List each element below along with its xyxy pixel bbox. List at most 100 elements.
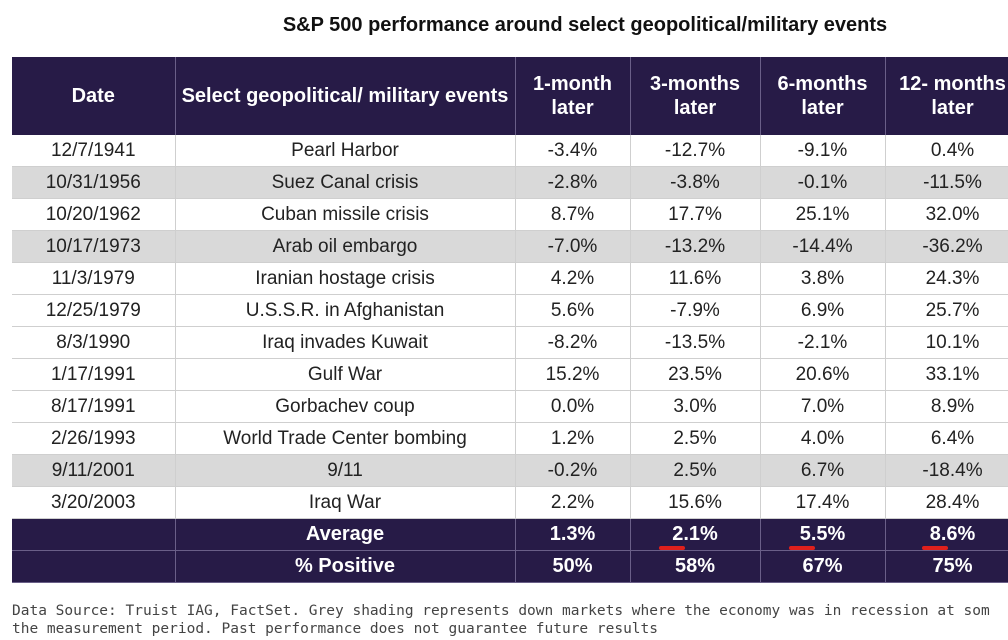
header-cell: 6-months later [760,57,886,135]
cell: -0.1% [760,166,886,199]
red-underline [788,546,815,550]
footer-cell: 5.5% [760,518,886,551]
cell: 15.6% [630,486,761,519]
cell: -36.2% [885,230,1008,263]
cell: 0.0% [515,390,631,423]
footer-text: Average [305,523,385,545]
cell: 33.1% [885,358,1008,391]
row: 9/11/2001 9/11 -0.2% 2.5% 6.7% -18.4% [12,454,1008,487]
cell: 4.0% [760,422,886,455]
row: 12/25/1979 U.S.S.R. in Afghanistan 5.6% -7.… [12,294,1008,327]
cell: 11/3/1979 [12,262,176,295]
cell: -7.0% [515,230,631,263]
cell: Suez Canal crisis [175,166,516,199]
cell: 8/17/1991 [12,390,176,423]
header-row: Date Select geopolitical/ military events… [12,57,1008,135]
cell: Cuban missile crisis [175,198,516,231]
cell: -9.1% [760,135,886,167]
red-underline [921,546,948,550]
cell: 2.2% [515,486,631,519]
footer-cell: 58% [630,550,761,583]
cell: Pearl Harbor [175,135,516,167]
row: 3/20/2003 Iraq War 2.2% 15.6% 17.4% 28.4% [12,486,1008,519]
cell: -11.5% [885,166,1008,199]
cell: -0.2% [515,454,631,487]
footer-cell: Average [175,518,516,551]
footer-row: % Positive 50% 58% 67% 75% [12,550,1008,583]
cell: Gulf War [175,358,516,391]
cell: -13.2% [630,230,761,263]
cell: 6.9% [760,294,886,327]
row: 10/31/1956 Suez Canal crisis -2.8% -3.8% -0.… [12,166,1008,199]
cell [12,550,176,583]
footer-text: 67% [802,555,843,577]
footer-text: 75% [932,555,973,577]
cell: World Trade Center bombing [175,422,516,455]
cell: -3.4% [515,135,631,167]
row: 10/20/1962 Cuban missile crisis 8.7% 17.7% 2… [12,198,1008,231]
table: Date Select geopolitical/ military events… [12,57,1008,583]
cell: 15.2% [515,358,631,391]
cell: 25.7% [885,294,1008,327]
row: 8/3/1990 Iraq invades Kuwait -8.2% -13.5% -2… [12,326,1008,359]
cell: 9/11 [175,454,516,487]
footer-cell: 8.6% [885,518,1008,551]
footer-cell: 67% [760,550,886,583]
cell: Gorbachev coup [175,390,516,423]
cell: 2.5% [630,454,761,487]
cell: 12/25/1979 [12,294,176,327]
header-cell: Select geopolitical/ military events [175,57,516,135]
cell: -8.2% [515,326,631,359]
cell: 3.0% [630,390,761,423]
cell: 7.0% [760,390,886,423]
cell: 2.5% [630,422,761,455]
cell: 9/11/2001 [12,454,176,487]
footer-text: 5.5% [799,523,846,545]
cell: -18.4% [885,454,1008,487]
cell: 5.6% [515,294,631,327]
row: 10/17/1973 Arab oil embargo -7.0% -13.2% -14… [12,230,1008,263]
footer-text: 50% [552,555,593,577]
cell: Iranian hostage crisis [175,262,516,295]
cell: 10.1% [885,326,1008,359]
cell: -14.4% [760,230,886,263]
footer-cell: 75% [885,550,1008,583]
cell: 3.8% [760,262,886,295]
cell: -2.8% [515,166,631,199]
cell: -3.8% [630,166,761,199]
cell: -7.9% [630,294,761,327]
cell: Iraq invades Kuwait [175,326,516,359]
cell: 28.4% [885,486,1008,519]
cell: Arab oil embargo [175,230,516,263]
cell: 8.7% [515,198,631,231]
cell: 24.3% [885,262,1008,295]
cell: 12/7/1941 [12,135,176,167]
cell: 32.0% [885,198,1008,231]
cell: 10/31/1956 [12,166,176,199]
cell: 3/20/2003 [12,486,176,519]
cell: 25.1% [760,198,886,231]
cell: -13.5% [630,326,761,359]
row: 12/7/1941 Pearl Harbor -3.4% -12.7% -9.1% 0.4… [12,135,1008,167]
title: S&P 500 performance around select geopol… [282,14,888,36]
cell: U.S.S.R. in Afghanistan [175,294,516,327]
row: 2/26/1993 World Trade Center bombing 1.2% 2… [12,422,1008,455]
cell: 0.4% [885,135,1008,167]
cell [12,518,176,551]
cell: 17.7% [630,198,761,231]
cell: Iraq War [175,486,516,519]
footer-cell: 50% [515,550,631,583]
red-underline [658,546,685,550]
footer-text: 8.6% [929,523,976,545]
footnote: the measurement period. Past performance… [12,621,659,637]
cell: -2.1% [760,326,886,359]
row: 11/3/1979 Iranian hostage crisis 4.2% 11.6%… [12,262,1008,295]
footer-row: Average 1.3% 2.1% 5.5% 8.6% [12,518,1008,551]
cell: 11.6% [630,262,761,295]
footer-text: % Positive [294,555,396,577]
header-cell: 3-months later [630,57,761,135]
footer-cell: % Positive [175,550,516,583]
cell: 6.7% [760,454,886,487]
cell: -12.7% [630,135,761,167]
